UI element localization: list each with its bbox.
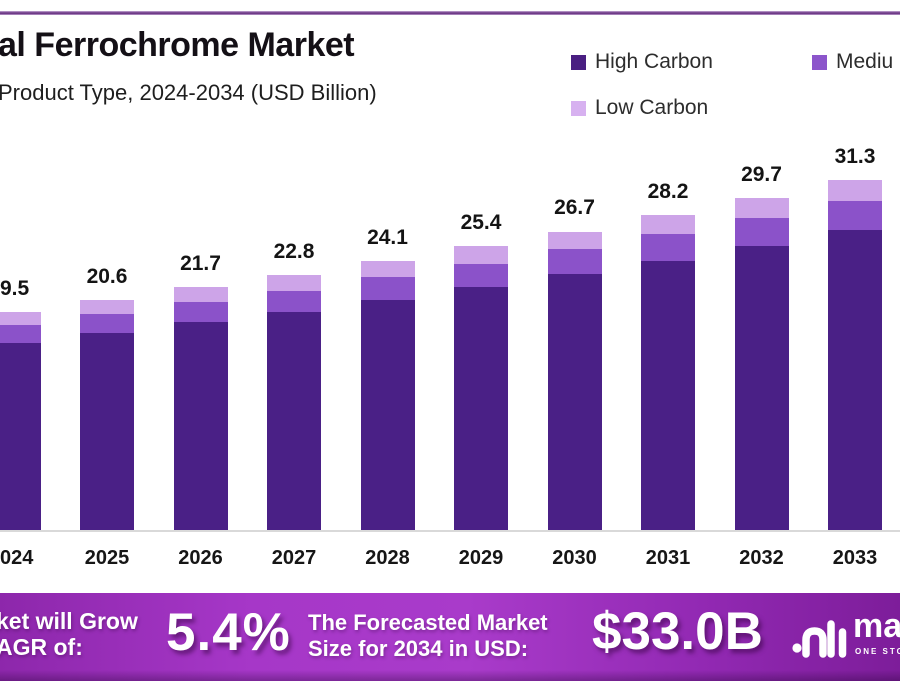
banner-forecast-caption-line2: Size for 2034 in USD: [308, 636, 529, 661]
bar-2032 [734, 197, 789, 530]
bar-2032-high-carbon-segment [734, 246, 789, 530]
x-axis-label-2029: 2029 [458, 547, 504, 569]
bar-2024-medium-carbon-segment [0, 325, 41, 344]
legend-swatch-high-carbon [571, 54, 586, 70]
bar-2025 [80, 299, 134, 530]
bar-2024-high-carbon-segment [0, 343, 41, 530]
bar-2030 [547, 231, 602, 530]
x-axis-label-2033: 2033 [832, 547, 878, 569]
value-label-2029: 25.4 [460, 211, 502, 235]
x-axis-line [0, 530, 900, 532]
banner-cagr-caption-line2: AGR of: [0, 634, 83, 660]
bar-2032-low-carbon-segment [734, 197, 789, 219]
top-border-line [0, 11, 900, 15]
bar-2031-medium-carbon-segment [641, 233, 695, 261]
bar-2027-low-carbon-segment [267, 275, 321, 291]
bar-2032-medium-carbon-segment [734, 218, 789, 247]
bar-2028 [360, 260, 415, 530]
x-axis-label-2032: 2032 [739, 547, 784, 569]
value-label-2027: 22.8 [273, 240, 315, 264]
x-axis-label-2031: 2031 [645, 547, 691, 569]
value-label-2026: 21.7 [180, 252, 221, 276]
bar-2026-medium-carbon-segment [173, 301, 228, 323]
legend-item-medium-carbon: Mediu [812, 50, 893, 74]
market-us-logo-icon [792, 620, 847, 658]
legend-label-high-carbon: High Carbon [595, 50, 713, 73]
x-axis-label-2026: 2026 [178, 547, 223, 569]
banner-cagr-caption-line1: ket will Grow [0, 608, 138, 634]
legend-item-low-carbon: Low Carbon [571, 96, 708, 120]
x-axis-label-2028: 2028 [365, 547, 410, 569]
bar-2030-high-carbon-segment [547, 273, 602, 530]
brand-logo: ma ONE STOP [792, 607, 900, 663]
legend-swatch-medium-carbon [812, 54, 827, 70]
bar-2029-low-carbon-segment [454, 246, 508, 264]
x-axis-label-2025: 2025 [84, 547, 130, 569]
value-label-2032: 29.7 [741, 162, 782, 186]
value-label-2028: 24.1 [367, 225, 408, 249]
banner-forecast-caption-line1: The Forecasted Market [308, 610, 548, 635]
x-axis-label-2030: 2030 [552, 547, 597, 569]
cagr-banner: ket will Grow AGR of: 5.4% The Forecaste… [0, 593, 900, 681]
bar-2025-high-carbon-segment [80, 333, 134, 530]
bar-2033 [828, 180, 882, 530]
bar-2026 [173, 287, 228, 530]
value-label-2030: 26.7 [554, 196, 595, 220]
bar-2030-low-carbon-segment [547, 231, 602, 250]
bar-2033-low-carbon-segment [828, 180, 882, 202]
bar-2027-high-carbon-segment [267, 312, 321, 530]
value-label-2024: 9.5 [0, 276, 30, 300]
page-title: al Ferrochrome Market [0, 26, 355, 64]
bar-2030-medium-carbon-segment [547, 249, 602, 274]
bar-2028-low-carbon-segment [360, 260, 415, 278]
bar-2033-medium-carbon-segment [828, 201, 882, 231]
bar-2026-high-carbon-segment [173, 322, 228, 530]
value-label-2033: 31.3 [834, 145, 876, 169]
bar-2028-medium-carbon-segment [360, 277, 415, 300]
legend-item-high-carbon: High Carbon [571, 50, 713, 74]
bar-2027 [267, 275, 321, 530]
legend-label-low-carbon: Low Carbon [595, 96, 709, 119]
bar-2027-medium-carbon-segment [267, 290, 321, 312]
bar-2024 [0, 312, 41, 530]
x-axis-label-2027: 2027 [271, 547, 317, 569]
brand-logo-text: ma [853, 607, 900, 645]
cagr-value: 5.4% [166, 603, 291, 662]
legend-label-medium-carbon: Mediu [836, 50, 894, 73]
value-label-2025: 20.6 [86, 264, 128, 288]
x-axis-label-2024: 024 [0, 547, 34, 569]
bar-2029-medium-carbon-segment [454, 263, 508, 288]
page-subtitle: Product Type, 2024-2034 (USD Billion) [0, 80, 377, 105]
forecast-value: $33.0B [592, 602, 763, 661]
brand-logo-tagline: ONE STOP [855, 647, 900, 656]
banner-forecast-caption: The Forecasted Market Size for 2034 in U… [308, 610, 548, 662]
banner-cagr-caption: ket will Grow AGR of: [0, 608, 138, 660]
bar-2028-high-carbon-segment [360, 299, 415, 530]
bar-2029-high-carbon-segment [454, 287, 508, 530]
bar-2025-medium-carbon-segment [80, 314, 134, 334]
legend-swatch-low-carbon [571, 100, 586, 116]
bar-2029 [454, 246, 508, 530]
value-label-2031: 28.2 [647, 179, 689, 203]
bar-2031-high-carbon-segment [641, 260, 695, 530]
bar-2031 [641, 214, 695, 530]
bar-2031-low-carbon-segment [641, 214, 695, 234]
bar-2026-low-carbon-segment [173, 287, 228, 302]
bar-2024-low-carbon-segment [0, 312, 41, 326]
bar-2033-high-carbon-segment [828, 230, 882, 530]
bar-2025-low-carbon-segment [80, 299, 134, 315]
